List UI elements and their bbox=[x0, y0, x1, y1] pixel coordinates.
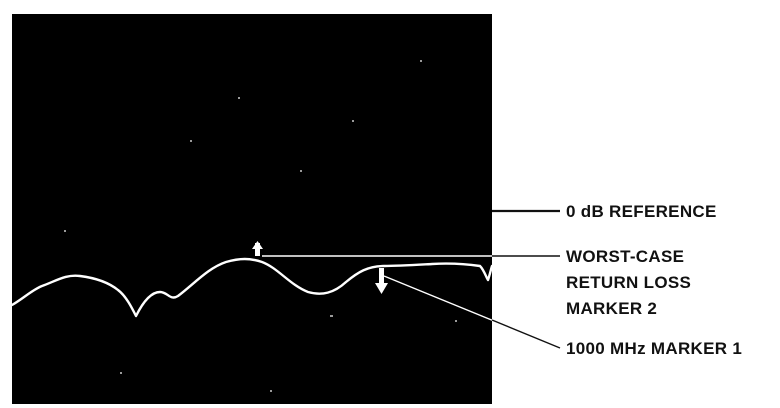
reference-label: 0 dB REFERENCE bbox=[566, 202, 717, 221]
marker-1-label: 1000 MHz MARKER 1 bbox=[566, 339, 742, 358]
marker-up-icon bbox=[252, 241, 263, 256]
screen-noise bbox=[64, 60, 457, 392]
worst-case-label-line-3: MARKER 2 bbox=[566, 299, 657, 318]
return-loss-trace bbox=[10, 257, 494, 318]
worst-case-label-line-1: WORST-CASE bbox=[566, 247, 684, 266]
marker-1-leader-line-ext bbox=[491, 319, 561, 349]
marker-down-icon bbox=[375, 268, 388, 294]
scope-screen bbox=[12, 14, 492, 404]
worst-case-label-line-2: RETURN LOSS bbox=[566, 273, 691, 292]
